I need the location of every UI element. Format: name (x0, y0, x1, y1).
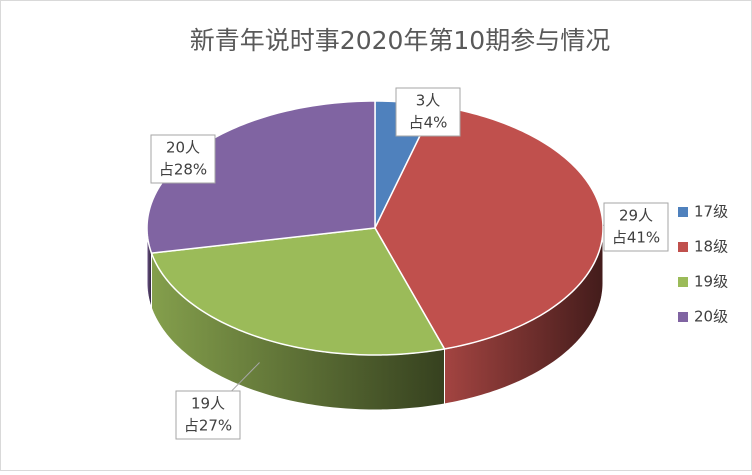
data-label: 3人 (416, 92, 441, 110)
label-box (175, 390, 241, 440)
pie-slice (150, 227, 446, 356)
data-label: 占41% (612, 229, 660, 247)
legend-swatch (678, 312, 688, 322)
chart-title: 新青年说时事2020年第10期参与情况 (190, 26, 610, 55)
data-label: 占27% (184, 417, 232, 435)
data-label: 占28% (159, 161, 207, 179)
legend-swatch (678, 277, 688, 287)
legend-swatch (678, 207, 688, 217)
legend-label: 17级 (694, 203, 728, 221)
legend: 17级 18级 19级 20级 (678, 203, 728, 326)
data-label: 29人 (619, 207, 653, 225)
legend-label: 18级 (694, 238, 728, 256)
legend-swatch (678, 242, 688, 252)
legend-label: 19级 (694, 273, 728, 291)
label-box (150, 134, 216, 184)
label-box (395, 87, 461, 137)
label-box (603, 202, 669, 252)
data-label: 20人 (166, 139, 200, 157)
pie-tops (146, 100, 604, 356)
data-label: 占4% (409, 114, 448, 132)
pie-slice (374, 104, 604, 350)
data-label: 19人 (191, 395, 225, 413)
legend-label: 20级 (694, 308, 728, 326)
